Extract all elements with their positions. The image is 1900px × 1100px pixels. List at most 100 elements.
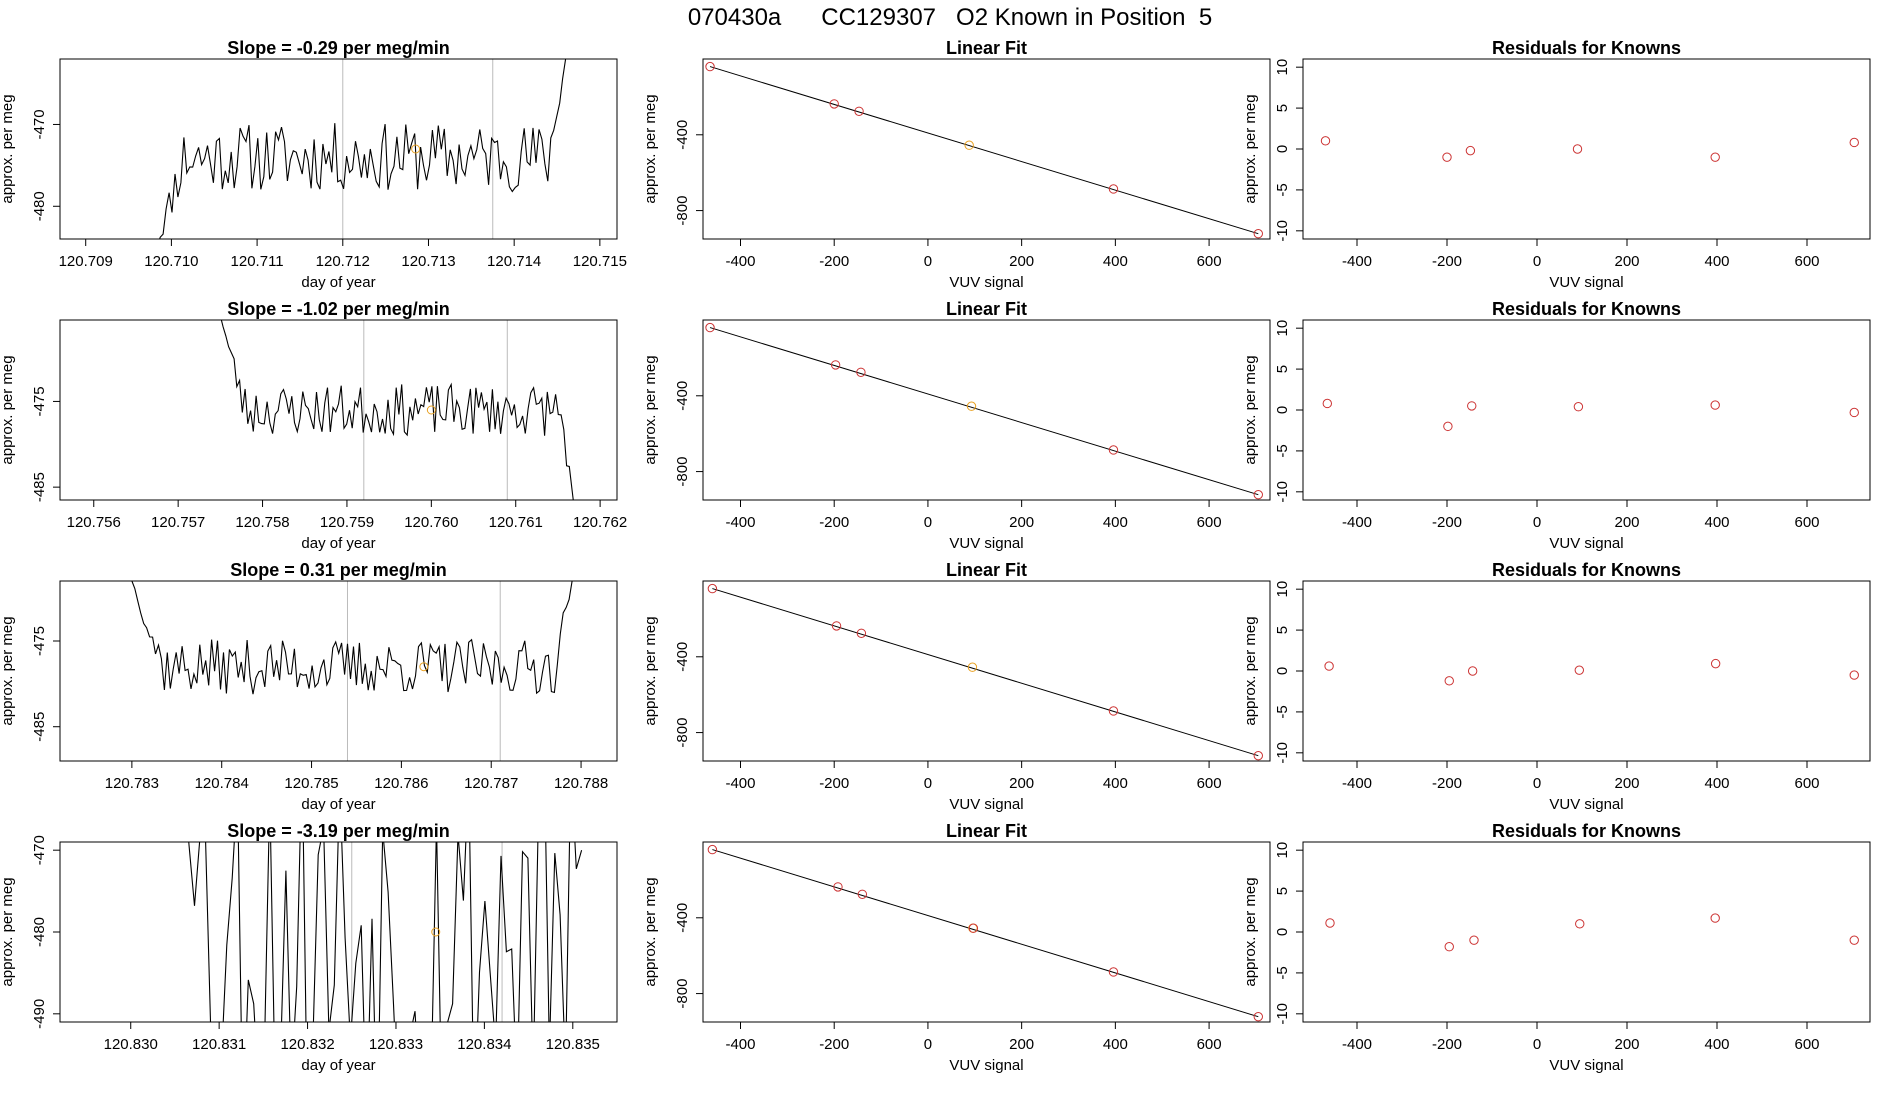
x-axis-label: VUV signal	[1549, 796, 1623, 813]
x-tick-label: 200	[1009, 253, 1034, 270]
y-tick-label: -800	[674, 979, 691, 1009]
x-tick-label: -200	[819, 775, 849, 792]
y-axis-label: approx. per meg	[1242, 94, 1259, 203]
x-tick-label: 400	[1704, 775, 1729, 792]
x-tick-label: 120.710	[144, 253, 198, 270]
x-tick-label: 200	[1009, 514, 1034, 531]
known-point	[1324, 661, 1334, 671]
x-tick-label: 120.831	[192, 1036, 246, 1053]
panel-title: Residuals for Knowns	[1492, 38, 1681, 58]
x-tick-label: -400	[725, 253, 755, 270]
x-tick-label: 120.757	[151, 514, 205, 531]
x-tick-label: 400	[1103, 253, 1128, 270]
panel-title: Slope = -3.19 per meg/min	[227, 821, 450, 841]
y-tick-label: -10	[1274, 481, 1291, 503]
panel-title: Residuals for Knowns	[1492, 299, 1681, 319]
y-axis-label: approx. per meg	[642, 355, 659, 464]
sample-point	[964, 140, 974, 150]
x-tick-label: -200	[819, 1036, 849, 1053]
x-tick-label: 600	[1197, 1036, 1222, 1053]
sample-marker	[431, 927, 441, 937]
y-tick-label: 0	[1274, 145, 1291, 153]
panel-title: Slope = -1.02 per meg/min	[227, 299, 450, 319]
x-tick-label: 600	[1794, 253, 1819, 270]
plot-area	[159, 59, 567, 239]
sample-marker	[411, 144, 421, 154]
x-tick-label: 120.788	[554, 775, 608, 792]
plot-frame	[59, 841, 618, 1023]
known-point	[1444, 942, 1454, 952]
plot-frame	[702, 580, 1271, 762]
y-tick-label: -480	[31, 191, 48, 221]
sample-marker	[426, 405, 436, 415]
x-tick-label: -400	[725, 1036, 755, 1053]
x-tick-label: 0	[924, 1036, 932, 1053]
x-tick-label: 600	[1197, 514, 1222, 531]
known-point	[1467, 401, 1477, 411]
x-axis-label: VUV signal	[949, 274, 1023, 291]
x-axis-label: day of year	[301, 1057, 375, 1074]
panel-3-2: Linear Fit VUV signal approx. per meg -400 -…	[642, 560, 1271, 813]
x-tick-label: 120.758	[235, 514, 289, 531]
x-tick-label: 400	[1103, 775, 1128, 792]
y-tick-label: 5	[1274, 887, 1291, 895]
known-point	[1575, 919, 1585, 929]
known-point	[1710, 400, 1720, 410]
y-axis-label: approx. per meg	[642, 877, 659, 986]
x-axis-label: VUV signal	[1549, 274, 1623, 291]
x-tick-label: 120.834	[457, 1036, 511, 1053]
plot-area	[220, 320, 574, 500]
sample-point	[967, 662, 978, 672]
x-tick-label: -200	[1432, 1036, 1462, 1053]
y-tick-label: -470	[31, 835, 48, 865]
plot-area	[705, 322, 1263, 500]
plot-frame	[1302, 841, 1871, 1023]
plot-area	[188, 842, 583, 1022]
x-tick-label: 200	[1009, 775, 1034, 792]
known-point	[707, 844, 718, 855]
plot-area	[1322, 398, 1859, 432]
plot-frame	[702, 841, 1271, 1023]
plot-frame	[1302, 580, 1871, 762]
signal-trace	[159, 59, 567, 239]
x-tick-label: 400	[1103, 514, 1128, 531]
known-point	[833, 882, 843, 892]
known-point	[1465, 145, 1476, 156]
plot-frame	[59, 58, 618, 240]
known-point	[1710, 658, 1721, 669]
y-tick-label: 0	[1274, 667, 1291, 675]
known-point	[1710, 152, 1720, 162]
panel-4-2: Linear Fit VUV signal approx. per meg -400 -…	[642, 821, 1271, 1074]
y-tick-label: -490	[31, 999, 48, 1029]
known-point	[968, 923, 979, 933]
x-tick-label: 600	[1197, 775, 1222, 792]
known-point	[1108, 967, 1119, 977]
x-tick-label: 0	[1533, 253, 1541, 270]
x-tick-label: -400	[725, 514, 755, 531]
y-tick-label: -5	[1274, 705, 1291, 718]
known-point	[856, 628, 867, 638]
x-tick-label: 120.756	[67, 514, 121, 531]
panel-title: Slope = -0.29 per meg/min	[227, 38, 450, 58]
known-point	[1710, 913, 1720, 923]
x-tick-label: 600	[1794, 514, 1819, 531]
known-point	[1320, 136, 1331, 146]
plot-frame	[1302, 319, 1871, 501]
x-tick-label: 0	[924, 775, 932, 792]
y-tick-label: 10	[1274, 59, 1291, 76]
x-tick-label: 120.712	[316, 253, 370, 270]
y-axis-label: approx. per meg	[0, 355, 16, 464]
fit-line	[712, 849, 1259, 1018]
y-tick-label: 0	[1274, 406, 1291, 414]
plot-frame	[1302, 58, 1871, 240]
x-tick-label: 120.761	[489, 514, 543, 531]
y-tick-label: -5	[1274, 183, 1291, 196]
y-tick-label: 5	[1274, 104, 1291, 112]
known-point	[1572, 144, 1583, 154]
panel-title: Residuals for Knowns	[1492, 560, 1681, 580]
known-point	[1253, 1011, 1263, 1022]
x-tick-label: -200	[819, 514, 849, 531]
known-point	[1322, 398, 1333, 409]
y-axis-label: approx. per meg	[0, 616, 16, 725]
x-tick-label: 200	[1614, 514, 1639, 531]
